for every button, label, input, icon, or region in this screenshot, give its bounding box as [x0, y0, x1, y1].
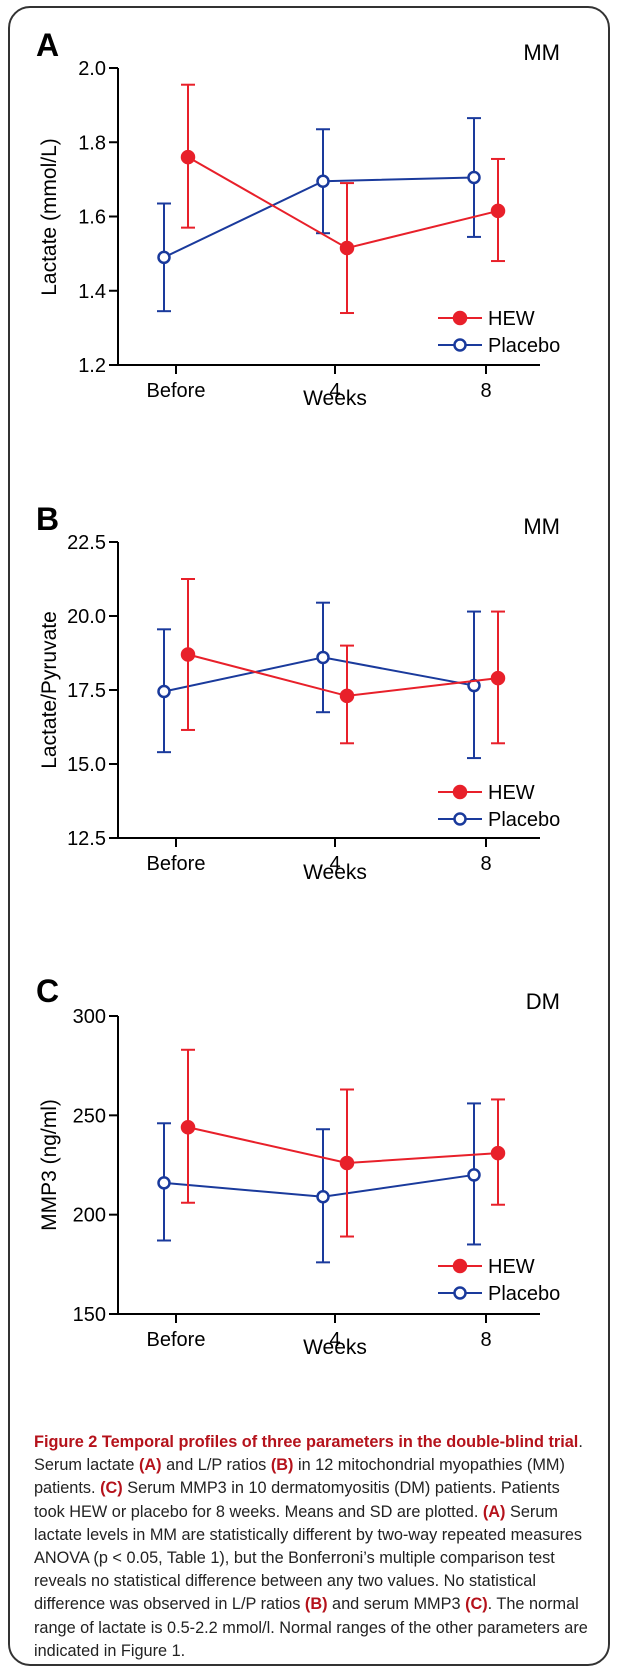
legend-placebo-label: Placebo: [488, 335, 560, 357]
panel-letter: C: [36, 973, 59, 1009]
caption-panel-ref: (C): [100, 1479, 123, 1498]
figure-caption: Figure 2 Temporal profiles of three para…: [34, 1431, 594, 1663]
y-tick-label: 250: [73, 1105, 106, 1127]
figure-charts: 1.2 1.4 1.6 1.8 2.0 Before 4 8 Weeks Lactate (mmo…: [36, 27, 560, 1359]
x-tick-label: 4: [329, 380, 340, 402]
x-tick-label: Before: [147, 1329, 206, 1351]
y-tick-label: 300: [73, 1006, 106, 1028]
legend-hew-label: HEW: [488, 782, 535, 804]
x-tick-label: 8: [480, 380, 491, 402]
caption-text: in 12 mitochondrial myopathies (MM) pati…: [34, 1456, 565, 1498]
y-tick-label: 200: [73, 1205, 106, 1227]
x-axis-title: Weeks: [303, 1336, 367, 1359]
y-tick-label: 1.8: [78, 132, 106, 154]
legend-hew-marker: [452, 784, 468, 800]
y-tick-label: 22.5: [67, 532, 106, 554]
placebo-data-point: [157, 1176, 171, 1190]
caption-paragraph: Figure 2 Temporal profiles of three para…: [34, 1431, 594, 1663]
y-tick-label: 20.0: [67, 606, 106, 628]
y-axis-title: MMP3 (ng/ml): [38, 1099, 61, 1231]
caption-panel-ref: (B): [270, 1456, 294, 1475]
hew-data-point: [180, 1120, 196, 1135]
y-tick-label: 150: [73, 1304, 106, 1326]
caption-panel-ref: (C): [465, 1595, 488, 1614]
y-axis-title: Lactate (mmol/L): [38, 138, 61, 296]
caption-text: and serum MMP3: [327, 1595, 466, 1614]
caption-panel-ref: (A): [138, 1456, 162, 1475]
legend-placebo-label: Placebo: [488, 809, 560, 831]
placebo-data-point: [157, 684, 171, 699]
y-tick-label: 12.5: [67, 828, 106, 850]
legend-placebo-marker: [453, 338, 467, 352]
y-tick-label: 1.6: [78, 207, 106, 229]
caption-text: Serum lactate levels in MM are statistic…: [34, 1502, 583, 1614]
figure-frame: [8, 6, 610, 1666]
x-tick-label: Before: [147, 853, 206, 875]
hew-data-point: [180, 149, 196, 165]
caption-text: . The normal range of lactate is 0.5-2.2…: [34, 1595, 588, 1660]
x-tick-label: 8: [480, 1329, 491, 1351]
y-axis-title: Lactate/Pyruvate: [38, 611, 61, 769]
legend-hew-marker: [452, 1258, 468, 1274]
x-tick-label: 4: [329, 853, 340, 875]
x-tick-label: Before: [147, 380, 206, 402]
hew-data-point: [490, 670, 506, 686]
hew-data-point: [180, 647, 196, 662]
hew-data-point: [339, 688, 355, 704]
placebo-data-point: [316, 650, 330, 665]
placebo-data-point: [467, 170, 481, 185]
legend-placebo-label: Placebo: [488, 1283, 560, 1305]
caption-panel-ref: (B): [304, 1595, 328, 1614]
legend-hew-label: HEW: [488, 308, 535, 330]
legend-hew-label: HEW: [488, 1256, 535, 1278]
caption-text: . Serum lactate: [34, 1433, 583, 1475]
caption-title: Figure 2 Temporal profiles of three para…: [34, 1433, 579, 1451]
caption-text: Serum MMP3 in 10 dermatomyositis (DM) pa…: [34, 1479, 560, 1521]
legend-placebo-marker: [453, 812, 467, 826]
y-tick-label: 2.0: [78, 58, 106, 80]
panel-group-label: DM: [526, 989, 560, 1014]
placebo-data-point: [467, 1168, 481, 1182]
x-tick-label: 8: [480, 853, 491, 875]
hew-data-point: [490, 1145, 506, 1161]
hew-series-line: [187, 156, 499, 250]
y-tick-label: 15.0: [67, 754, 106, 776]
x-axis-title: Weeks: [303, 861, 367, 884]
x-tick-label: 4: [329, 1329, 340, 1351]
caption-panel-ref: (A): [482, 1502, 506, 1521]
placebo-data-point: [157, 250, 171, 265]
placebo-data-point: [316, 1190, 330, 1204]
hew-data-point: [339, 240, 355, 256]
caption-text: and L/P ratios: [161, 1456, 271, 1475]
placebo-data-point: [316, 174, 330, 188]
caption-body: . Serum lactate (A) and L/P ratios (B) i…: [34, 1433, 588, 1660]
x-axis-title: Weeks: [303, 387, 367, 410]
placebo-series-line: [163, 176, 475, 259]
panel-letter: B: [36, 501, 59, 537]
panel-letter: A: [36, 27, 59, 63]
panel-group-label: MM: [523, 514, 560, 539]
legend-hew-marker: [452, 310, 468, 326]
y-tick-label: 1.2: [78, 355, 106, 377]
y-tick-label: 1.4: [78, 281, 106, 303]
hew-data-point: [339, 1155, 355, 1171]
legend-placebo-marker: [453, 1286, 467, 1300]
y-tick-label: 17.5: [67, 680, 106, 702]
panel-group-label: MM: [523, 40, 560, 65]
hew-data-point: [490, 203, 506, 219]
